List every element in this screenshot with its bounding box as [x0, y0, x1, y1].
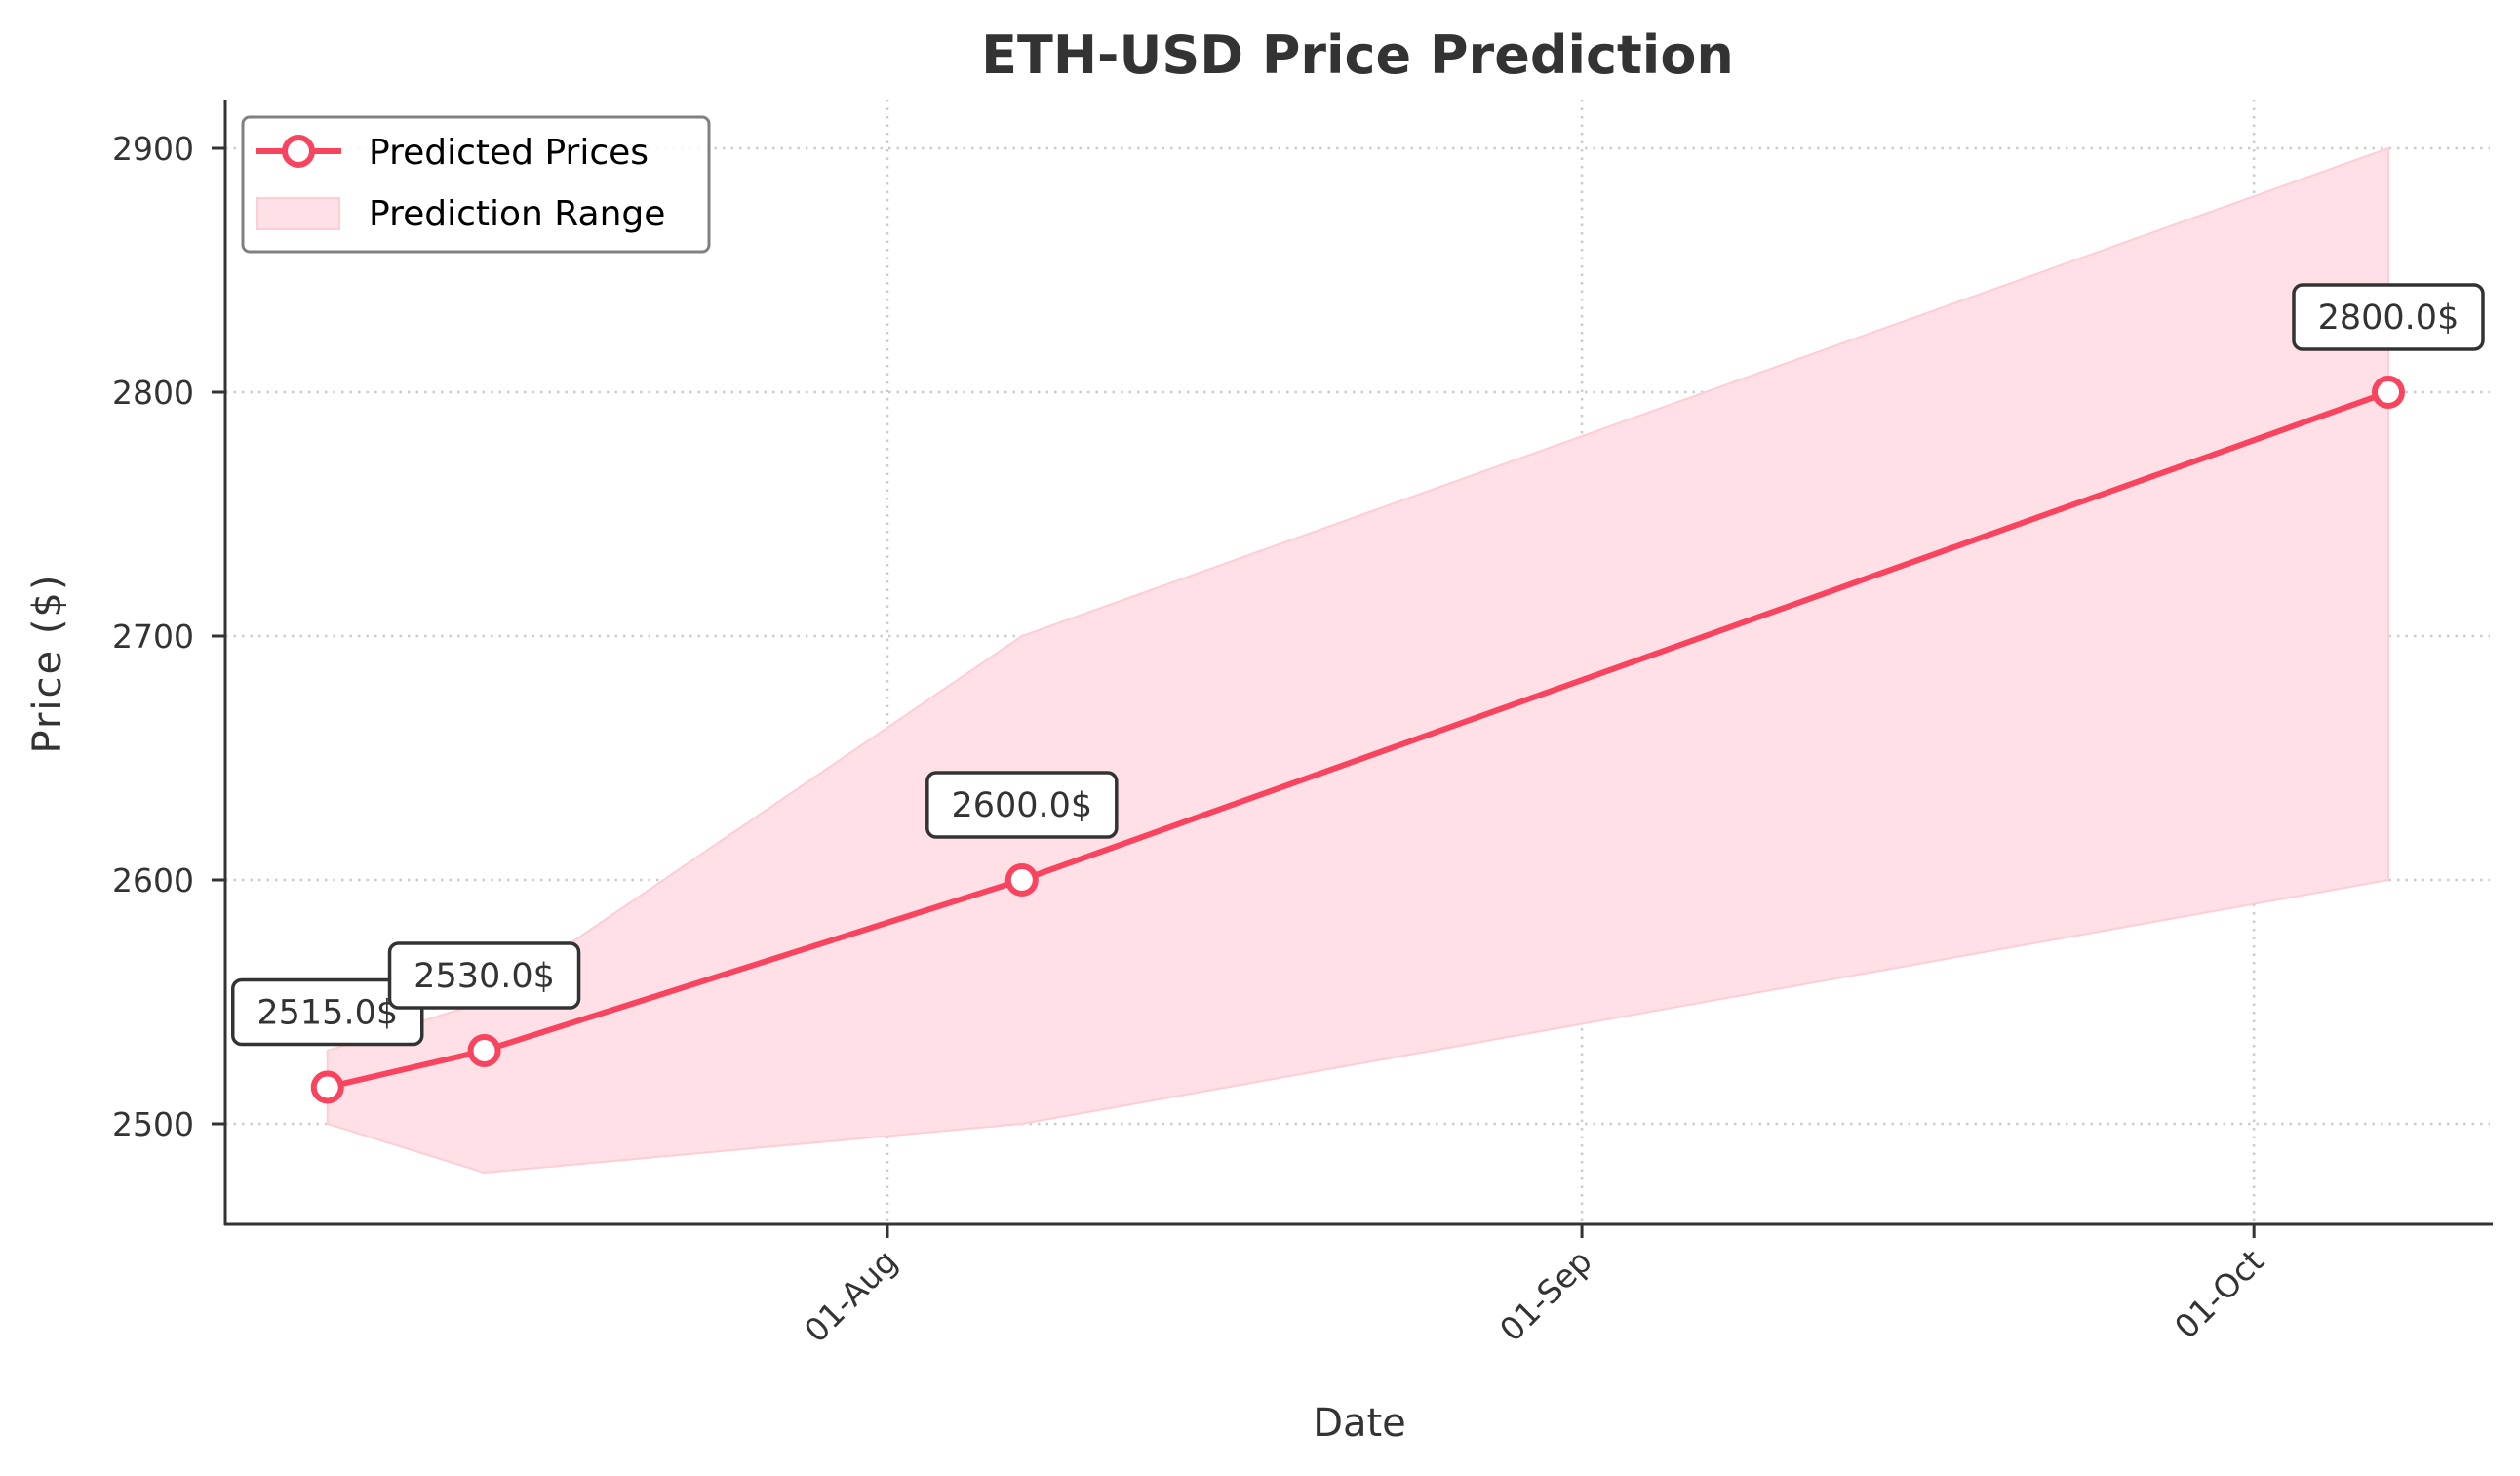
y-tick-label: 2700: [112, 618, 194, 656]
data-markers: [310, 376, 2405, 1104]
data-point-marker: [467, 1034, 501, 1067]
x-tick-label: 01-Oct: [2167, 1242, 2271, 1346]
annotation-label: 2800.0$: [2318, 299, 2460, 338]
value-annotation: 2530.0$: [387, 941, 581, 1010]
x-tick-label: 01-Aug: [797, 1242, 905, 1350]
y-tick-label: 2900: [112, 130, 194, 168]
legend-label-range: Prediction Range: [369, 194, 665, 234]
data-point-marker: [2371, 376, 2405, 409]
legend-label-predicted: Predicted Prices: [369, 133, 649, 173]
data-point-marker: [310, 1070, 344, 1104]
chart-title: ETH-USD Price Prediction: [981, 24, 1734, 86]
annotation-label: 2515.0$: [256, 994, 398, 1033]
value-annotation: 2800.0$: [2292, 283, 2485, 351]
x-axis-ticks: 01-Aug 01-Sep 01-Oct: [797, 1224, 2271, 1350]
legend: Predicted Prices Prediction Range: [241, 115, 711, 254]
y-axis-ticks: 2500 2600 2700 2800 2900: [112, 130, 225, 1143]
predicted-prices-line: [327, 389, 2389, 1091]
legend-range-swatch: [256, 197, 340, 230]
annotation-label: 2600.0$: [951, 786, 1092, 825]
annotation-label: 2530.0$: [413, 957, 555, 996]
x-axis-label: Date: [1313, 1401, 1406, 1446]
y-tick-label: 2500: [112, 1105, 194, 1143]
value-annotation: 2515.0$: [231, 977, 424, 1047]
prediction-range-band: [326, 146, 2389, 1175]
y-tick-label: 2800: [112, 374, 194, 412]
data-annotations: 2515.0$ 2530.0$ 2600.0$ 2800.0$: [231, 283, 2485, 1047]
value-annotation: 2600.0$: [925, 771, 1119, 839]
legend-box: [241, 115, 711, 254]
y-tick-label: 2600: [112, 861, 194, 899]
legend-marker-icon: [282, 135, 315, 168]
x-tick-label: 01-Sep: [1492, 1242, 1599, 1349]
y-axis-label: Price ($): [25, 574, 70, 754]
data-point-marker: [1004, 863, 1039, 897]
